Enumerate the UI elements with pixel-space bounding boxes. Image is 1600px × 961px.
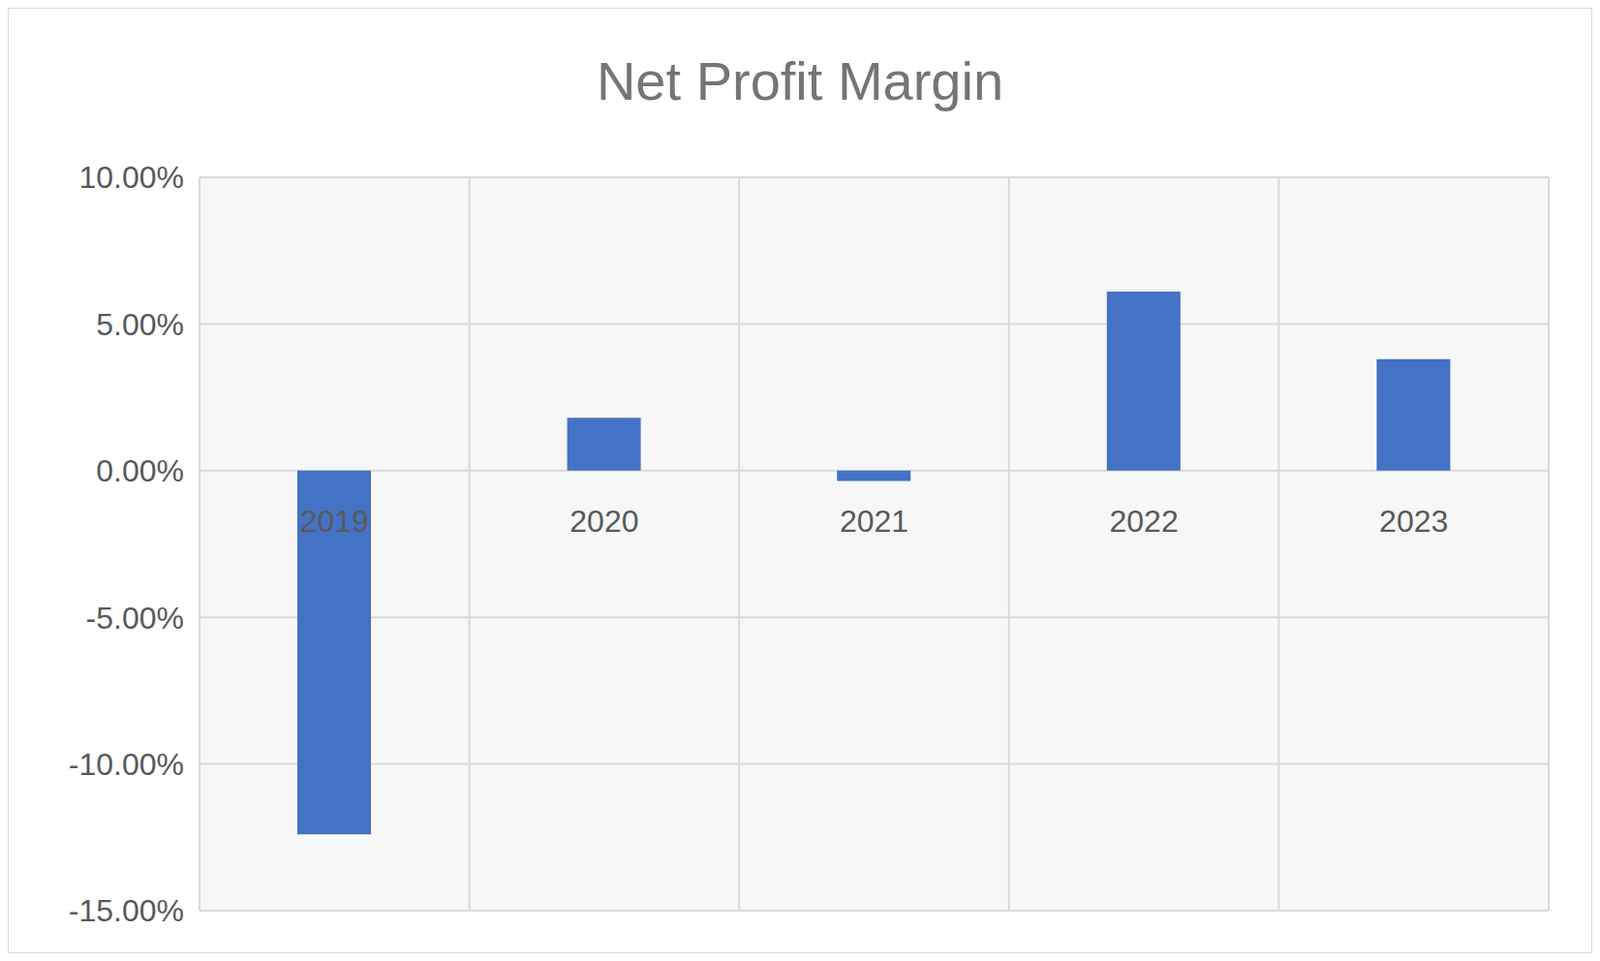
svg-text:2023: 2023: [1379, 503, 1448, 539]
html-text:Net Profit Margin: Net Profit Margin: [596, 50, 1004, 112]
svg-text:2021: 2021: [839, 503, 909, 539]
svg-text:2022: 2022: [1109, 503, 1179, 539]
svg-text:0.00%: 0.00%: [95, 453, 185, 489]
svg-text:2019: 2019: [300, 503, 370, 539]
svg-text:2020: 2020: [569, 503, 639, 539]
svg-text:-10.00%: -10.00%: [68, 746, 185, 782]
svg-text:-15.00%: -15.00%: [68, 892, 185, 928]
svg-text:10.00%: 10.00%: [78, 159, 185, 195]
svg-text:-5.00%: -5.00%: [86, 600, 185, 636]
svg-text:5.00%: 5.00%: [95, 307, 185, 342]
